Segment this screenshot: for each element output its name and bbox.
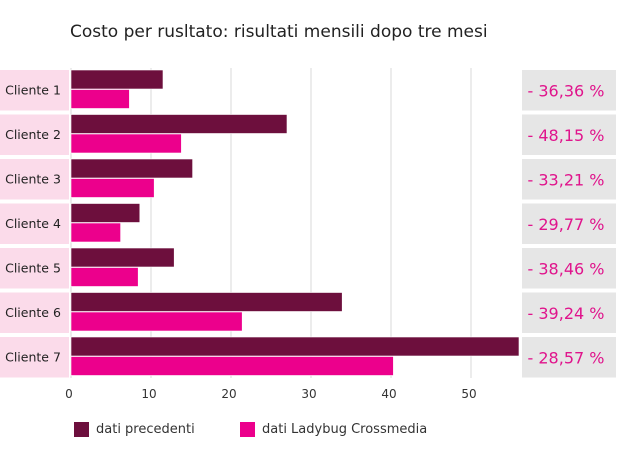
category-box [0,248,69,289]
category-label: Cliente 5 [5,260,61,275]
bar-precedenti [70,336,520,357]
bars [70,69,520,376]
reduction-box [522,292,616,333]
reduction-label: - 36,36 % [528,81,605,100]
bar-ladybug [70,356,394,376]
bar-precedenti [70,114,288,134]
reduction-label: - 28,57 % [528,348,605,367]
reduction-box [522,114,616,155]
reduction-label: - 29,77 % [528,215,605,234]
legend-swatch-precedenti [74,422,89,437]
reduction-label: - 38,46 % [528,259,605,278]
reduction-label: - 39,24 % [528,304,605,323]
x-tick-label: 40 [381,387,396,401]
legend-label-precedenti: dati precedenti [96,422,195,437]
bar-precedenti [70,247,175,268]
x-tick-label: 30 [301,387,316,401]
category-box [0,292,69,333]
x-tick-label: 10 [141,387,156,401]
bar-ladybug [70,311,243,332]
bar-precedenti [70,69,164,90]
bar-precedenti [70,158,193,179]
category-box [0,70,69,111]
reduction-labels: - 36,36 % - 48,15 % - 33,21 % - 29,77 % - 38… [522,70,616,378]
bar-ladybug [70,133,182,154]
category-labels: Cliente 1 Cliente 2 Cliente 3 Cliente 4 Clie… [0,70,69,378]
category-label: Cliente 2 [5,127,61,142]
category-box [0,203,69,244]
reduction-box [522,70,616,111]
legend-item-precedenti: dati precedenti [74,422,195,437]
bar-ladybug [70,178,155,198]
category-box [0,337,69,378]
bar-ladybug [70,89,130,109]
x-tick-label: 50 [461,387,476,401]
legend-item-ladybug: dati Ladybug Crossmedia [240,422,427,437]
reduction-box [522,248,616,289]
category-label: Cliente 7 [5,349,61,364]
x-axis-ticks: 0 10 20 30 40 50 [65,387,476,401]
category-label: Cliente 6 [5,305,61,320]
bar-ladybug [70,222,121,243]
x-tick-label: 0 [65,387,73,401]
bar-ladybug [70,267,139,287]
reduction-box [522,159,616,200]
x-tick-label: 20 [221,387,236,401]
bar-precedenti [70,203,141,223]
legend-label-ladybug: dati Ladybug Crossmedia [262,422,428,437]
category-label: Cliente 4 [5,216,61,231]
category-label: Cliente 3 [5,171,61,186]
category-box [0,159,69,200]
reduction-label: - 48,15 % [528,126,605,145]
bar-precedenti [70,292,343,312]
legend-swatch-ladybug [240,422,255,437]
reduction-box [522,337,616,378]
reduction-box [522,203,616,244]
category-label: Cliente 1 [5,82,61,97]
category-box [0,114,69,155]
reduction-label: - 33,21 % [528,170,605,189]
chart-title: Costo per rusltato: risultati mensili do… [70,22,488,42]
